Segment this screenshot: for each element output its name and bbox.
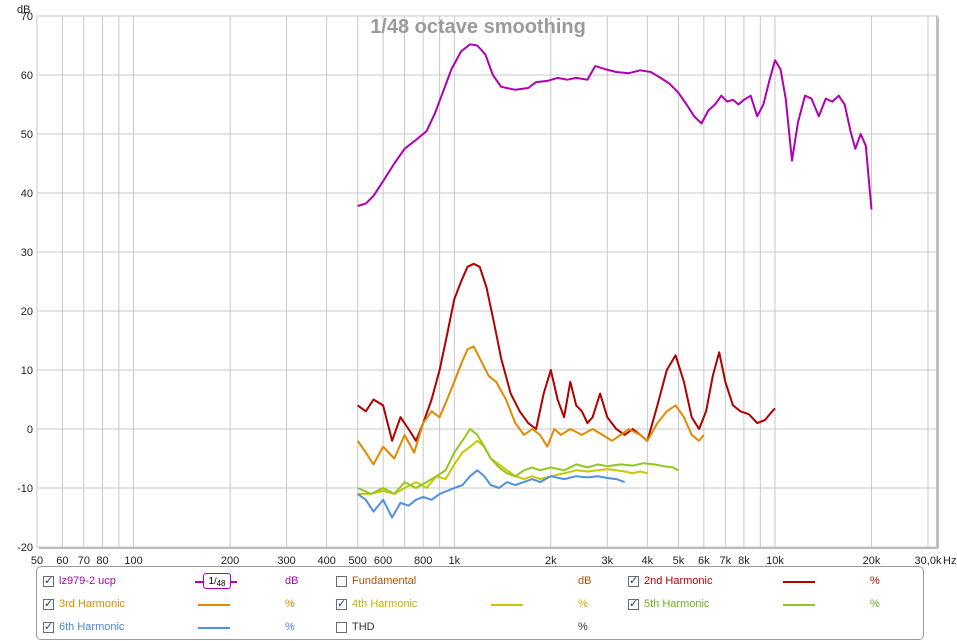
smoothing-num: 1 [208,576,215,587]
legend-label: 2nd Harmonic [644,575,713,587]
series-line [356,345,705,466]
x-tick-label: 500 [349,555,367,566]
legend-item[interactable]: 4th Harmonic% [336,596,616,616]
chart-grid [36,15,939,549]
series-line [357,262,776,442]
y-tick-label: 30 [21,247,33,259]
legend-swatch [783,581,815,583]
legend-label: 4th Harmonic [352,598,418,610]
y-tick-label: -10 [17,483,33,495]
frequency-response-chart: 50 60 70 80 100 200 300 400 500 600 800 1k 2k 3k 4k 5k 6… [17,4,956,566]
x-tick-label: 60 [56,555,68,566]
smoothing-badge[interactable]: 1/48 [203,573,231,589]
legend-checkbox[interactable] [43,574,54,587]
x-tick-label: 600 [374,555,392,566]
legend: lz979-2 ucp 1/48 dB Fundamental dB 2nd Harmon… [36,566,924,640]
legend-swatch [198,627,230,629]
x-tick-label: 100 [124,555,142,566]
x-tick-label: 80 [96,555,108,566]
legend-unit: % [285,621,295,633]
series-line [357,439,648,495]
x-tick-label: 1k [448,555,460,566]
y-tick-label: -20 [17,542,33,554]
legend-item[interactable]: 5th Harmonic% [628,596,908,616]
x-tick-label: 8k [738,555,750,566]
legend-checkbox[interactable] [628,574,639,587]
y-axis-unit-label: dB [17,4,30,16]
legend-unit: % [870,575,880,587]
legend-item[interactable]: 3rd Harmonic% [43,596,323,616]
legend-label: 6th Harmonic [59,621,125,633]
legend-checkbox[interactable] [336,622,347,633]
x-tick-label: 200 [221,555,239,566]
y-tick-label: 40 [21,188,33,200]
y-axis-ticks: -20 -10 0 10 20 30 40 50 60 70 [17,11,33,554]
x-tick-label: 6k [698,555,710,566]
legend-label: 5th Harmonic [644,598,710,610]
y-tick-label: 10 [21,365,33,377]
x-tick-label: 70 [78,555,90,566]
y-tick-label: 50 [21,129,33,141]
y-tick-label: 70 [21,11,33,23]
legend-swatch [783,604,815,606]
legend-unit: % [870,598,880,610]
y-tick-label: 0 [27,424,33,436]
legend-label: lz979-2 ucp [59,575,116,587]
x-tick-label: 10k [766,555,784,566]
legend-label: Fundamental [352,575,417,587]
smoothing-slash: / [214,576,217,586]
series-line [357,428,679,495]
x-tick-label: 30,0k [915,555,942,566]
x-axis-ticks: 50 60 70 80 100 200 300 400 500 600 800 1k 2k 3k 4k 5k 6… [31,555,942,566]
x-tick-label: 5k [673,555,685,566]
legend-swatch [491,604,523,606]
legend-swatch [198,604,230,606]
smoothing-den: 48 [216,579,226,588]
x-tick-label: 7k [719,555,731,566]
x-tick-label: 50 [31,555,43,566]
legend-label: THD [352,621,375,633]
chart-series [356,43,873,519]
x-tick-label: 3k [601,555,613,566]
legend-checkbox[interactable] [628,597,639,610]
legend-label: 3rd Harmonic [59,598,126,610]
plot-area [36,15,938,548]
x-tick-label: 800 [414,555,432,566]
y-tick-label: 60 [21,70,33,82]
x-tick-label: 300 [277,555,295,566]
legend-item[interactable]: 2nd Harmonic% [628,573,908,593]
legend-checkbox[interactable] [336,576,347,587]
legend-unit: % [285,598,295,610]
legend-checkbox[interactable] [336,597,347,610]
legend-checkbox[interactable] [43,597,54,610]
x-tick-label: 4k [642,555,654,566]
legend-unit: dB [285,575,299,587]
legend-item[interactable]: 6th Harmonic% [43,619,323,639]
legend-unit: % [578,598,588,610]
legend-item[interactable]: Fundamental dB [336,573,616,593]
legend-unit: dB [578,575,592,587]
series-line [357,43,873,210]
series-line [357,469,626,519]
chart-title: 1/48 octave smoothing [370,16,586,38]
x-tick-label: 20k [863,555,881,566]
legend-item[interactable]: lz979-2 ucp 1/48 dB [43,573,323,593]
x-tick-label: 2k [545,555,557,566]
legend-checkbox[interactable] [43,620,54,633]
x-axis-unit-label: Hz [943,555,956,566]
legend-unit: % [578,621,588,633]
y-tick-label: 20 [21,306,33,318]
x-tick-label: 400 [317,555,335,566]
legend-item[interactable]: THD% [336,619,616,639]
